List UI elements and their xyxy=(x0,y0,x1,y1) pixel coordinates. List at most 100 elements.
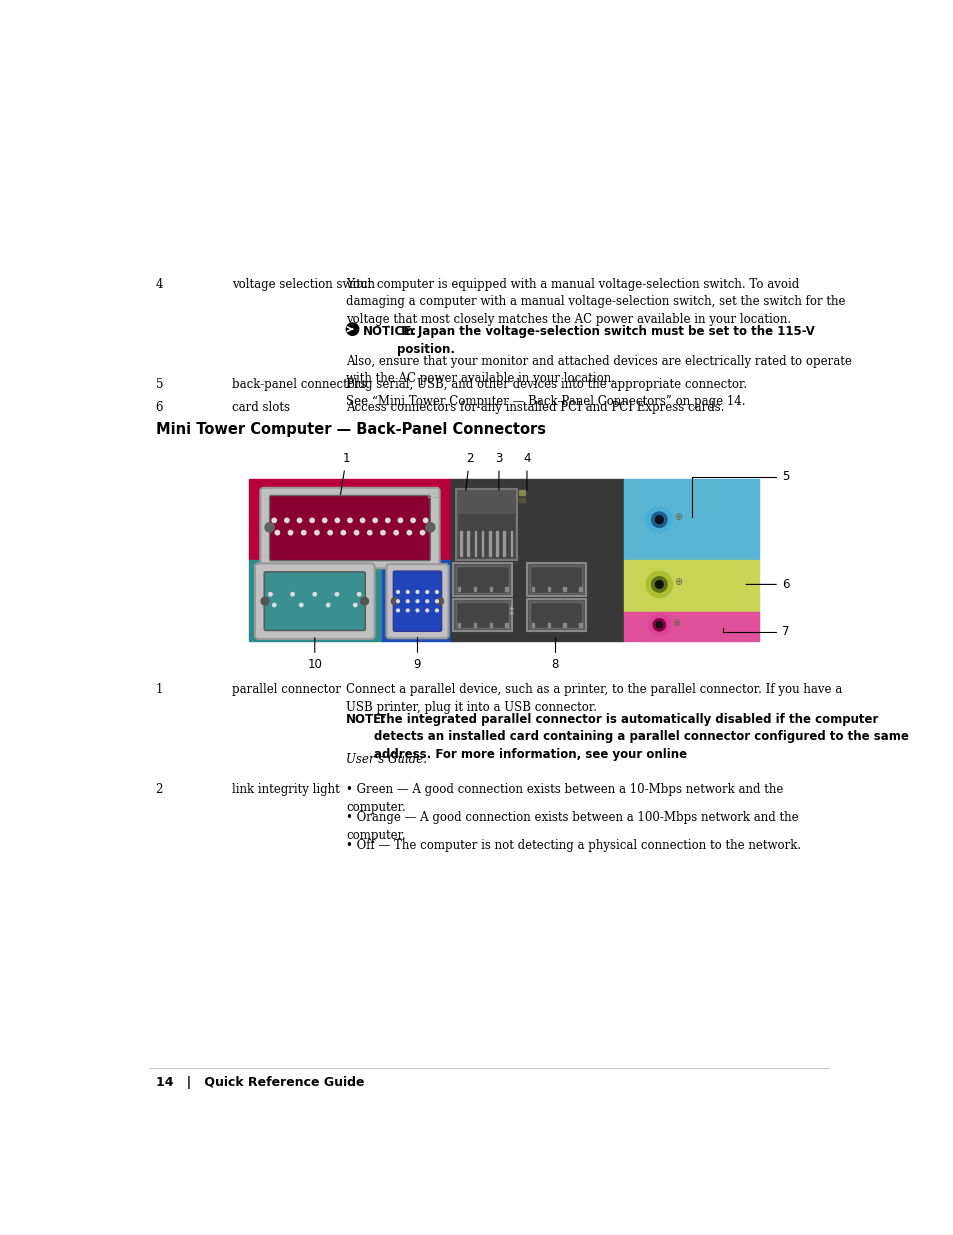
Circle shape xyxy=(425,600,428,603)
Circle shape xyxy=(360,519,364,522)
Circle shape xyxy=(272,519,276,522)
Text: Also, ensure that your monitor and attached devices are electrically rated to op: Also, ensure that your monitor and attac… xyxy=(346,354,851,385)
Circle shape xyxy=(651,513,666,527)
Text: Connect a parallel device, such as a printer, to the parallel connector. If you : Connect a parallel device, such as a pri… xyxy=(346,683,841,714)
Text: ↕: ↕ xyxy=(506,606,516,618)
Bar xyxy=(450,479,623,641)
Circle shape xyxy=(346,324,358,336)
Circle shape xyxy=(373,519,377,522)
Text: • Orange — A good connection exists between a 100-Mbps network and the
computer.: • Orange — A good connection exists betw… xyxy=(346,811,798,842)
Circle shape xyxy=(411,519,415,522)
Bar xyxy=(457,622,459,626)
Text: 8: 8 xyxy=(551,637,558,671)
Bar xyxy=(510,531,512,556)
Text: 6: 6 xyxy=(155,401,163,414)
Circle shape xyxy=(341,531,345,535)
Text: 4: 4 xyxy=(522,452,530,490)
Bar xyxy=(518,498,525,503)
Bar xyxy=(457,588,459,592)
Bar xyxy=(475,531,476,556)
Circle shape xyxy=(655,580,662,588)
Circle shape xyxy=(651,577,666,592)
Text: Your computer is equipped with a manual voltage-selection switch. To avoid
damag: Your computer is equipped with a manual … xyxy=(346,278,845,326)
Bar xyxy=(547,622,549,626)
Bar xyxy=(249,561,381,641)
Circle shape xyxy=(299,604,303,606)
Circle shape xyxy=(310,519,314,522)
FancyBboxPatch shape xyxy=(264,572,365,631)
Bar xyxy=(474,622,476,626)
Bar xyxy=(503,531,504,556)
Bar xyxy=(505,622,507,626)
Text: 1: 1 xyxy=(338,452,350,504)
Circle shape xyxy=(391,598,398,605)
Text: 6: 6 xyxy=(745,578,788,590)
Bar xyxy=(489,622,492,626)
Text: ⊕: ⊕ xyxy=(674,513,681,522)
Circle shape xyxy=(656,621,661,627)
Bar xyxy=(530,601,581,629)
Circle shape xyxy=(335,519,339,522)
Circle shape xyxy=(436,609,437,611)
Circle shape xyxy=(301,531,306,535)
Circle shape xyxy=(425,590,428,593)
Circle shape xyxy=(273,604,275,606)
Circle shape xyxy=(436,600,437,603)
Circle shape xyxy=(406,590,409,593)
Bar xyxy=(481,531,483,556)
Bar xyxy=(489,588,492,592)
Circle shape xyxy=(269,593,272,597)
Circle shape xyxy=(385,519,390,522)
Text: parallel connector: parallel connector xyxy=(232,683,340,697)
Bar xyxy=(505,588,507,592)
Circle shape xyxy=(425,609,428,611)
Circle shape xyxy=(288,531,293,535)
Circle shape xyxy=(335,593,338,597)
Bar xyxy=(563,622,565,626)
Text: 5: 5 xyxy=(692,471,788,517)
Circle shape xyxy=(645,506,672,532)
Circle shape xyxy=(416,600,418,603)
Circle shape xyxy=(394,531,398,535)
Text: link integrity light: link integrity light xyxy=(232,783,339,797)
Text: card slots: card slots xyxy=(232,401,290,414)
Text: ⊕: ⊕ xyxy=(674,577,681,587)
FancyBboxPatch shape xyxy=(270,495,430,561)
Text: • Off — The computer is not detecting a physical connection to the network.: • Off — The computer is not detecting a … xyxy=(346,839,801,852)
Text: NOTE:: NOTE: xyxy=(346,713,387,726)
Text: In Japan the voltage-selection switch must be set to the 115-V
position.: In Japan the voltage-selection switch mu… xyxy=(397,325,815,356)
FancyBboxPatch shape xyxy=(260,488,439,568)
Circle shape xyxy=(348,519,352,522)
Bar xyxy=(547,588,549,592)
Bar xyxy=(456,601,508,629)
Circle shape xyxy=(326,604,330,606)
Bar xyxy=(489,531,490,556)
Bar xyxy=(623,479,758,561)
Text: 7: 7 xyxy=(722,625,788,638)
Text: 10: 10 xyxy=(307,637,322,671)
Bar xyxy=(249,479,450,561)
Bar xyxy=(578,588,581,592)
Circle shape xyxy=(416,590,418,593)
Text: Plug serial, USB, and other devices into the appropriate connector.
See “Mini To: Plug serial, USB, and other devices into… xyxy=(346,378,746,408)
Bar xyxy=(518,490,525,495)
Circle shape xyxy=(396,590,399,593)
Bar xyxy=(474,588,476,592)
Circle shape xyxy=(423,519,427,522)
Circle shape xyxy=(322,519,327,522)
Text: 2: 2 xyxy=(465,452,473,490)
Circle shape xyxy=(360,598,368,605)
Bar xyxy=(578,622,581,626)
Bar xyxy=(496,531,497,556)
Circle shape xyxy=(261,598,269,605)
Bar xyxy=(456,567,508,593)
Bar xyxy=(531,622,534,626)
Bar xyxy=(453,599,511,631)
Bar xyxy=(623,561,758,611)
Bar xyxy=(458,514,513,557)
Circle shape xyxy=(406,609,409,611)
Bar xyxy=(563,588,565,592)
Text: 2: 2 xyxy=(155,783,163,797)
Circle shape xyxy=(436,598,443,605)
Bar xyxy=(453,563,511,595)
